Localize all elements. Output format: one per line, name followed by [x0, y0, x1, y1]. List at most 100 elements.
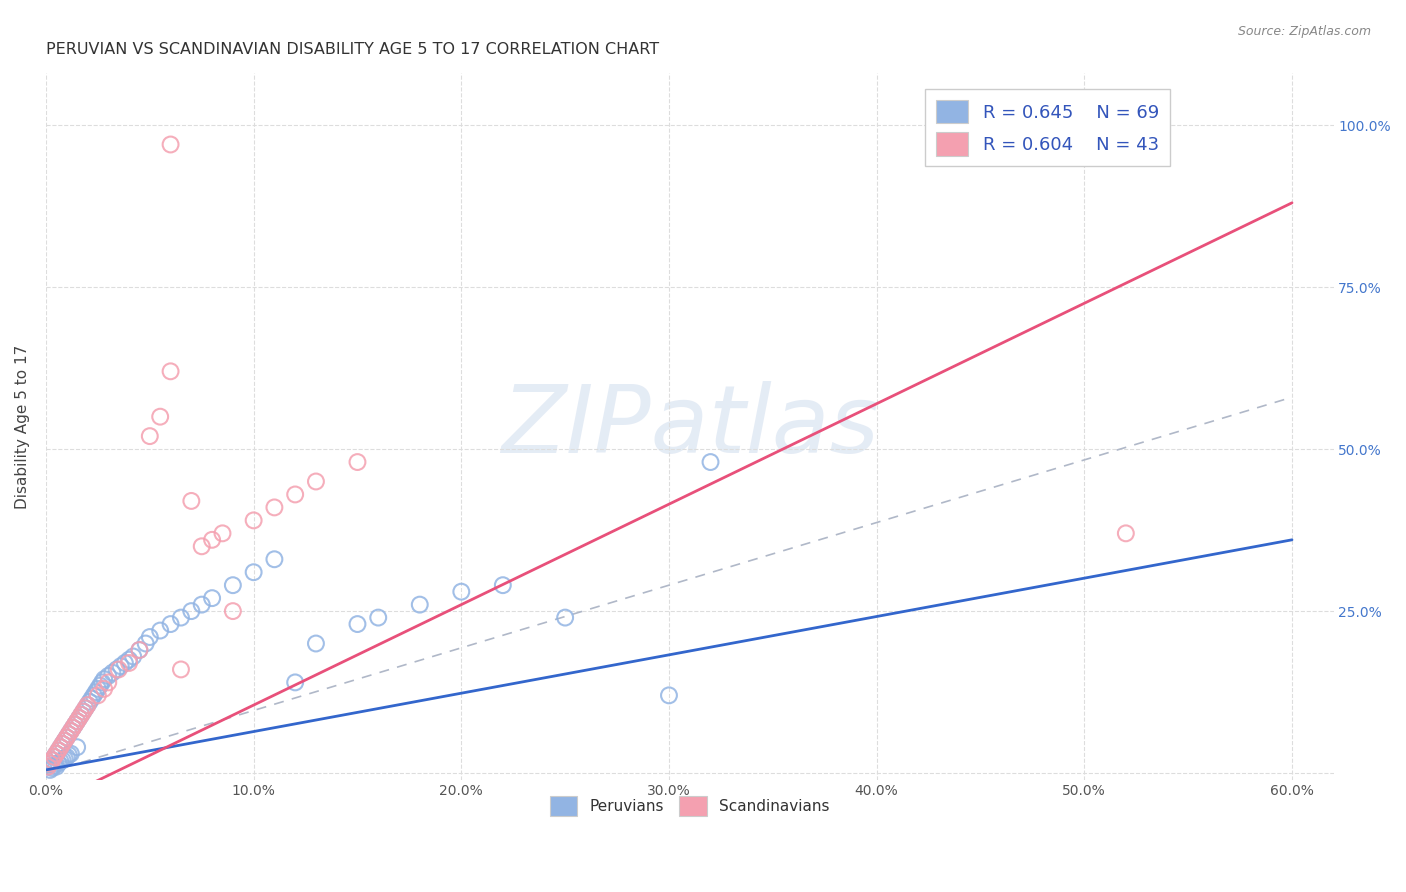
Point [39, 763, 62, 777]
Point [149, 624, 172, 638]
Point [41, 761, 63, 775]
Point [55, 731, 77, 745]
Point [39, 756, 62, 771]
Point [91, 675, 114, 690]
Point [190, 539, 212, 553]
Point [59, 724, 82, 739]
Point [159, 617, 181, 632]
Point [66, 740, 89, 755]
Point [53, 752, 76, 766]
Point [49, 740, 72, 755]
Point [284, 675, 307, 690]
Point [66, 714, 89, 729]
Point [305, 475, 328, 489]
Point [72, 705, 94, 719]
Point [93, 681, 115, 696]
Point [93, 672, 115, 686]
Point [170, 610, 193, 624]
Point [211, 526, 233, 541]
Point [59, 724, 82, 739]
Point [45, 747, 67, 761]
Point [52, 737, 75, 751]
Point [222, 604, 245, 618]
Point [1115, 526, 1137, 541]
Point [49, 740, 72, 755]
Point [135, 636, 157, 650]
Point [62, 721, 84, 735]
Point [72, 705, 94, 719]
Point [55, 750, 77, 764]
Point [70, 707, 93, 722]
Point [75, 701, 97, 715]
Text: Source: ZipAtlas.com: Source: ZipAtlas.com [1237, 25, 1371, 38]
Point [87, 689, 110, 703]
Point [180, 604, 202, 618]
Point [44, 750, 66, 764]
Point [80, 691, 103, 706]
Point [53, 733, 76, 747]
Point [699, 455, 721, 469]
Point [242, 566, 264, 580]
Point [89, 679, 111, 693]
Point [48, 743, 70, 757]
Point [554, 610, 576, 624]
Point [67, 711, 90, 725]
Point [159, 137, 181, 152]
Point [66, 714, 89, 729]
Text: PERUVIAN VS SCANDINAVIAN DISABILITY AGE 5 TO 17 CORRELATION CHART: PERUVIAN VS SCANDINAVIAN DISABILITY AGE … [46, 42, 659, 57]
Point [45, 759, 67, 773]
Point [39, 756, 62, 771]
Point [48, 756, 70, 771]
Point [52, 753, 75, 767]
Point [76, 698, 98, 712]
Point [63, 717, 86, 731]
Point [52, 737, 75, 751]
Point [346, 617, 368, 632]
Point [75, 701, 97, 715]
Point [180, 494, 202, 508]
Point [114, 656, 136, 670]
Point [128, 643, 150, 657]
Point [97, 669, 120, 683]
Point [409, 598, 432, 612]
Point [41, 753, 63, 767]
Point [105, 662, 128, 676]
Y-axis label: Disability Age 5 to 17: Disability Age 5 to 17 [15, 344, 30, 508]
Point [53, 733, 76, 747]
Point [159, 364, 181, 378]
Point [67, 711, 90, 725]
Point [139, 630, 162, 644]
Point [48, 743, 70, 757]
Point [450, 584, 472, 599]
Point [305, 636, 328, 650]
Point [222, 578, 245, 592]
Legend: Peruvians, Scandinavians: Peruvians, Scandinavians [541, 787, 839, 825]
Point [201, 591, 224, 606]
Point [76, 698, 98, 712]
Point [1073, 137, 1095, 152]
Point [58, 727, 80, 741]
Point [70, 707, 93, 722]
Point [107, 662, 129, 676]
Point [63, 717, 86, 731]
Point [367, 610, 389, 624]
Point [37, 759, 59, 773]
Point [284, 487, 307, 501]
Point [83, 689, 105, 703]
Point [128, 643, 150, 657]
Point [263, 552, 285, 566]
Point [110, 659, 132, 673]
Text: ZIPatlas: ZIPatlas [501, 381, 879, 472]
Point [492, 578, 515, 592]
Point [59, 747, 82, 761]
Point [118, 656, 141, 670]
Point [44, 758, 66, 772]
Point [55, 731, 77, 745]
Point [242, 513, 264, 527]
Point [658, 689, 681, 703]
Point [37, 759, 59, 773]
Point [122, 649, 145, 664]
Point [84, 685, 107, 699]
Point [62, 721, 84, 735]
Point [263, 500, 285, 515]
